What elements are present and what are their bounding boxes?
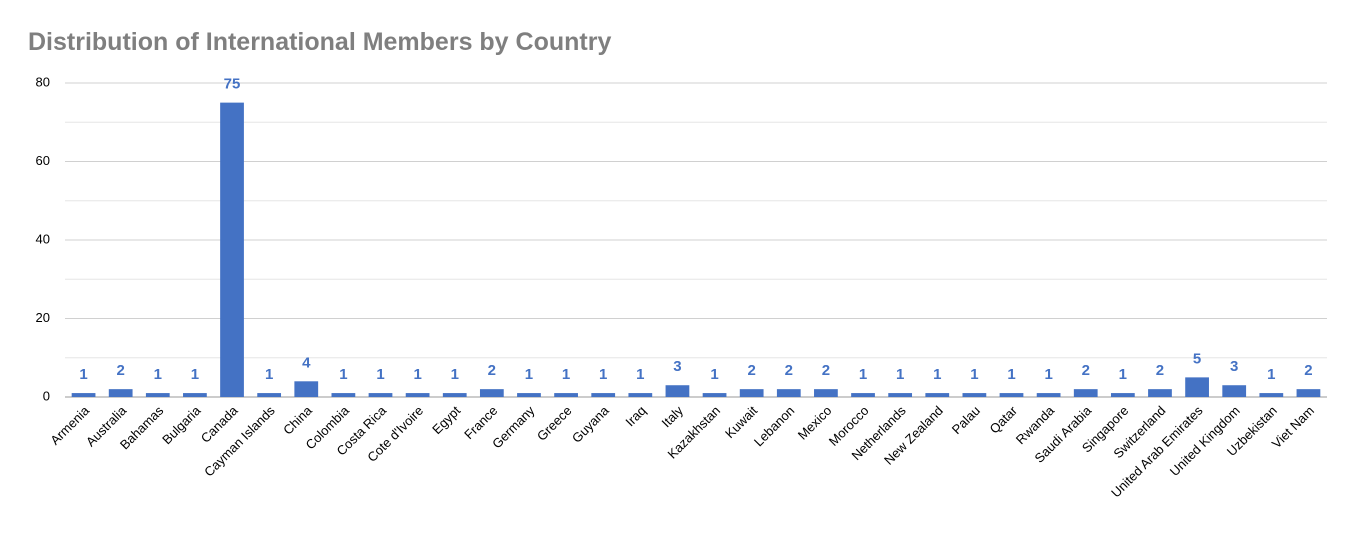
data-label: 1 <box>710 366 718 383</box>
bar <box>257 393 282 397</box>
y-tick-label: 80 <box>36 74 50 89</box>
x-tick-label: Egypt <box>429 403 463 437</box>
bar <box>591 393 616 397</box>
data-label: 3 <box>1230 358 1238 375</box>
data-label: 75 <box>224 76 241 93</box>
bar <box>368 393 393 397</box>
data-label: 2 <box>488 362 496 379</box>
y-tick-label: 40 <box>36 231 50 246</box>
data-label: 1 <box>413 366 421 383</box>
bar <box>1110 393 1135 397</box>
data-label: 1 <box>562 366 570 383</box>
x-tick-label: Lebanon <box>751 403 797 449</box>
bar <box>1296 389 1321 397</box>
x-tick-label: China <box>280 402 315 437</box>
data-label: 2 <box>117 362 125 379</box>
bar <box>925 393 950 397</box>
bar <box>331 393 356 397</box>
x-tick-label: Italy <box>659 403 687 431</box>
data-label: 1 <box>376 366 384 383</box>
data-label: 1 <box>1267 366 1275 383</box>
bar <box>776 389 801 397</box>
bar <box>962 393 987 397</box>
x-tick-label: Bulgaria <box>159 402 204 447</box>
data-label: 1 <box>451 366 459 383</box>
x-tick-label: Greece <box>534 403 575 444</box>
bar <box>999 393 1024 397</box>
bar <box>554 393 578 397</box>
data-label: 1 <box>191 366 199 383</box>
data-label: 5 <box>1193 350 1201 367</box>
data-label: 3 <box>673 358 681 375</box>
x-tick-label: Iraq <box>622 403 648 429</box>
bar <box>442 393 467 397</box>
data-label: 1 <box>339 366 347 383</box>
data-label: 2 <box>748 362 756 379</box>
data-label: 1 <box>859 366 867 383</box>
bar <box>1185 377 1209 397</box>
y-tick-label: 60 <box>36 153 50 168</box>
data-label: 1 <box>79 366 87 383</box>
data-label: 1 <box>896 366 904 383</box>
bar <box>479 389 504 397</box>
data-label: 1 <box>636 366 644 383</box>
bar <box>1148 389 1172 397</box>
data-label: 2 <box>1304 362 1312 379</box>
bar <box>108 389 133 397</box>
y-tick-label: 20 <box>36 310 50 325</box>
bar <box>220 102 244 397</box>
data-label: 1 <box>1007 366 1015 383</box>
x-tick-label: Qatar <box>986 402 1020 436</box>
data-label: 2 <box>1082 362 1090 379</box>
x-tick-label: Palau <box>949 403 983 437</box>
bar <box>814 389 838 397</box>
data-label: 2 <box>785 362 793 379</box>
bar <box>628 393 653 397</box>
bar <box>517 393 541 397</box>
bar <box>1036 393 1061 397</box>
data-label: 1 <box>933 366 941 383</box>
data-label: 1 <box>1044 366 1052 383</box>
data-label: 2 <box>822 362 830 379</box>
bar <box>1073 389 1098 397</box>
data-label: 2 <box>1156 362 1164 379</box>
bar <box>665 385 690 397</box>
bar <box>294 381 319 397</box>
data-label: 1 <box>970 366 978 383</box>
data-label: 1 <box>525 366 533 383</box>
data-label: 1 <box>1119 366 1127 383</box>
bar <box>739 389 764 397</box>
bar <box>405 393 430 397</box>
data-label: 1 <box>599 366 607 383</box>
data-label: 1 <box>265 366 273 383</box>
bar <box>702 393 727 397</box>
data-label: 1 <box>154 366 162 383</box>
y-tick-label: 0 <box>43 388 50 403</box>
data-label: 4 <box>302 354 311 371</box>
bar <box>1222 385 1247 397</box>
bar <box>888 393 913 397</box>
bar <box>1259 393 1284 397</box>
bar <box>851 393 875 397</box>
bar <box>145 393 170 397</box>
bar <box>71 393 96 397</box>
chart-title: Distribution of International Members by… <box>28 28 611 56</box>
bar <box>183 393 207 397</box>
x-tick-label: Guyana <box>569 402 612 445</box>
